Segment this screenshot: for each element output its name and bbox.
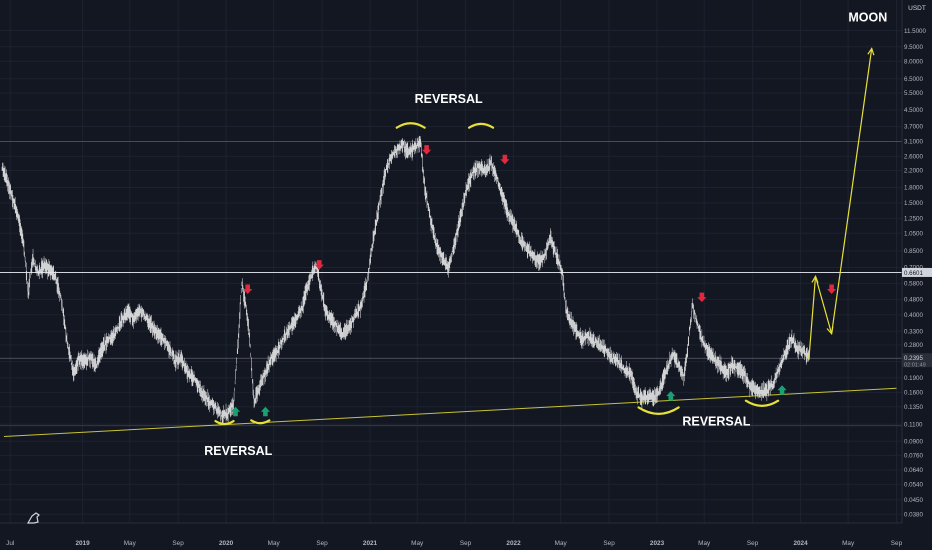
- level-price-badge: [902, 267, 932, 277]
- time-tick-label: May: [268, 540, 281, 547]
- time-axis[interactable]: Jul 2019 May Sep 2020 May Sep 2021 May Sep 2022 May…: [0, 522, 903, 547]
- down-arrow-icon: [697, 292, 707, 303]
- time-tick-label: 2024: [793, 540, 808, 547]
- time-tick-labels: Jul 2019 May Sep 2020 May Sep 2021 May Sep 2022 May…: [6, 540, 902, 547]
- time-tick-label: 2020: [219, 540, 234, 547]
- price-tick-label: 2.2000: [904, 168, 923, 175]
- top-reversal-arc: [395, 122, 426, 129]
- price-tick-label: 9.5000: [904, 44, 923, 51]
- time-tick-label: 2022: [506, 540, 521, 547]
- price-candles: [1, 135, 810, 425]
- time-tick-label: 2021: [363, 540, 378, 547]
- price-tick-label: 0.0540: [904, 482, 923, 489]
- time-tick-label: Sep: [172, 540, 184, 547]
- price-tick-label: 1.0500: [904, 230, 923, 237]
- down-arrow-icon: [422, 145, 432, 155]
- price-tick-label: 0.1100: [904, 421, 923, 428]
- time-tick-label: May: [124, 540, 137, 547]
- reversal-label: REVERSAL: [682, 415, 750, 429]
- price-tick-label: 0.3300: [904, 328, 923, 335]
- moon-label: MOON: [848, 10, 887, 24]
- price-tick-label: 0.0380: [904, 511, 923, 518]
- time-tick-label: 2023: [650, 540, 665, 547]
- price-tick-labels: 11.5000 9.5000 8.0000 6.5000 5.5000 4.5000 3.7…: [902, 28, 932, 518]
- up-arrow-icon: [260, 406, 271, 417]
- price-axis[interactable]: USDT 11.5000 9.5000 8.0000 6.5000 5.5000 4.50…: [901, 0, 932, 523]
- time-tick-label: Sep: [603, 540, 615, 547]
- price-tick-label: 4.5000: [904, 107, 923, 114]
- price-tick-label: 0.0900: [904, 438, 923, 445]
- projection-path: [808, 48, 873, 361]
- reversal-label: REVERSAL: [204, 444, 272, 458]
- down-arrow-icon: [827, 284, 837, 294]
- price-axis-panel: [902, 0, 932, 523]
- price-tick-label: 0.1600: [904, 390, 923, 397]
- reversal-label: REVERSAL: [415, 92, 483, 106]
- tradingview-logo[interactable]: [26, 512, 40, 524]
- time-tick-label: Sep: [891, 540, 903, 547]
- horizontal-lines: [0, 141, 902, 427]
- price-tick-label: 6.5000: [904, 76, 923, 83]
- time-tick-label: Jul: [6, 540, 14, 547]
- time-tick-label: Sep: [460, 540, 472, 547]
- price-tick-label: 0.5800: [904, 281, 923, 288]
- current-price-label: 0.2395: [904, 355, 923, 362]
- price-tick-label: 3.1000: [904, 139, 923, 146]
- up-arrow-icon: [666, 391, 676, 401]
- level-price-label: 0.6601: [904, 270, 923, 277]
- projection-arrowhead: [867, 47, 875, 56]
- price-tick-label: 11.5000: [904, 28, 926, 35]
- up-arrow-icon: [777, 385, 787, 395]
- price-tick-label: 2.6000: [904, 154, 923, 161]
- projection-arrowhead: [826, 326, 834, 336]
- time-tick-label: May: [411, 540, 424, 547]
- dino-logo-icon: [26, 512, 40, 524]
- price-tick-label: 3.7000: [904, 124, 923, 131]
- time-tick-label: 2019: [75, 540, 90, 547]
- top-reversal-arc: [467, 122, 495, 129]
- price-tick-label: 8.0000: [904, 58, 923, 65]
- price-tick-label: 5.5000: [904, 90, 923, 97]
- bottom-reversal-arc: [744, 399, 780, 407]
- bottom-reversal-arc: [637, 406, 680, 415]
- time-tick-label: Sep: [316, 540, 328, 547]
- price-tick-label: 1.8000: [904, 185, 923, 192]
- price-tick-label: 0.0450: [904, 497, 923, 504]
- down-arrow-icon: [243, 284, 253, 294]
- down-arrow-icon: [314, 260, 324, 270]
- price-tick-label: 0.4000: [904, 312, 923, 319]
- projection-arrowhead: [811, 275, 819, 284]
- price-tick-label: 1.5000: [904, 200, 923, 207]
- current-price-badge: [902, 353, 932, 368]
- price-tick-label: 0.2800: [904, 342, 923, 349]
- bar-countdown-label: 02:01:49: [904, 362, 926, 368]
- price-tick-label: 1.2500: [904, 216, 923, 223]
- support-trend-line: [3, 387, 897, 438]
- price-tick-label: 0.0640: [904, 467, 923, 474]
- price-tick-label: 0.0760: [904, 453, 923, 460]
- grid-lines: [0, 0, 902, 523]
- price-tick-label: 0.8500: [904, 248, 923, 255]
- up-arrow-icon: [230, 406, 241, 417]
- time-tick-label: May: [555, 540, 568, 547]
- bottom-reversal-arc: [250, 419, 271, 425]
- bottom-reversal-arc: [214, 419, 235, 426]
- down-arrow-icon: [500, 154, 510, 165]
- price-series: [1, 135, 810, 425]
- price-tick-label: 0.1350: [904, 404, 923, 411]
- quote-currency-label: USDT: [908, 5, 926, 12]
- time-tick-label: May: [842, 540, 855, 547]
- price-tick-label: 0.1900: [904, 375, 923, 382]
- price-tick-label: 0.4800: [904, 297, 923, 304]
- annotations: MOON REVERSAL REVERSAL REVERSAL: [3, 10, 897, 458]
- time-tick-label: May: [698, 540, 711, 547]
- time-tick-label: Sep: [747, 540, 759, 547]
